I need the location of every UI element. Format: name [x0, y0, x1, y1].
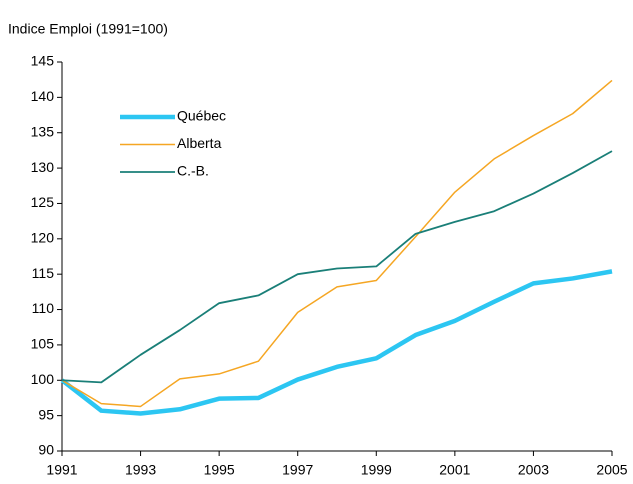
x-tick-label: 1991 — [46, 462, 77, 478]
y-tick-label: 145 — [31, 53, 55, 69]
y-tick-label: 120 — [31, 230, 55, 246]
series-line — [61, 79, 613, 408]
legend-label: Alberta — [177, 135, 222, 151]
x-tick-label: 2003 — [518, 462, 549, 478]
y-tick-label: 115 — [32, 265, 55, 281]
y-tick-label: 140 — [31, 88, 55, 104]
x-tick-label: 1995 — [204, 462, 235, 478]
y-tick-label: 135 — [31, 123, 55, 139]
series-line — [60, 269, 613, 416]
y-tick-label: 90 — [38, 442, 54, 458]
legend-label: Québec — [177, 108, 226, 124]
x-tick-label: 1997 — [282, 462, 313, 478]
y-tick-label: 95 — [38, 406, 54, 422]
y-tick-label: 130 — [31, 159, 55, 175]
series-line — [61, 150, 613, 384]
x-tick-label: 2001 — [439, 462, 470, 478]
y-tick-label: 125 — [31, 194, 55, 210]
y-tick-label: 110 — [32, 300, 55, 316]
x-tick-label: 2005 — [596, 462, 627, 478]
y-tick-label: 100 — [31, 371, 55, 387]
legend-label: C.-B. — [177, 163, 209, 179]
chart-title: Indice Emploi (1991=100) — [8, 21, 168, 37]
y-tick-label: 105 — [31, 336, 55, 352]
x-tick-label: 1993 — [125, 462, 156, 478]
x-tick-label: 1999 — [361, 462, 392, 478]
